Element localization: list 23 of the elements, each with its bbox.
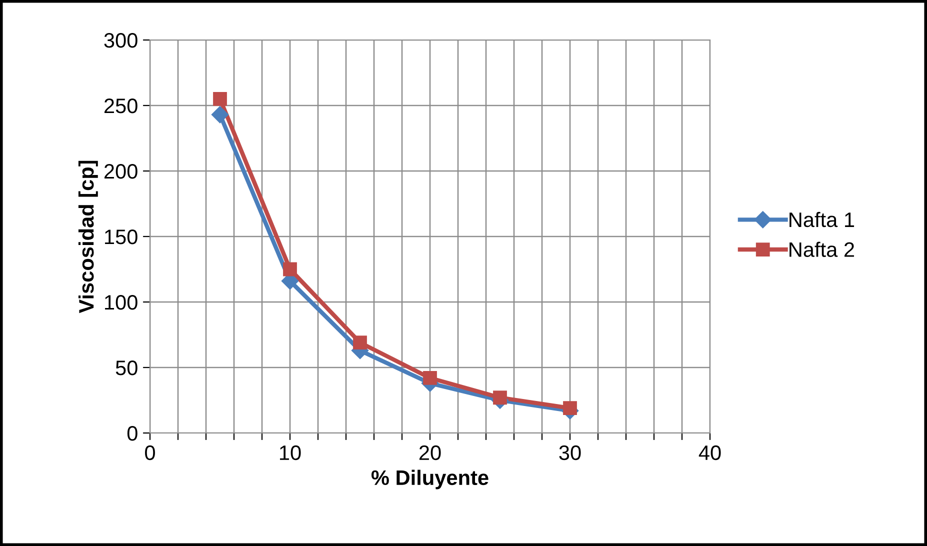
x-tick-label: 10	[280, 445, 301, 460]
legend-label: Nafta 2	[790, 242, 854, 258]
y-tick-label: 250	[104, 98, 138, 114]
y-tick-label: 50	[116, 360, 138, 376]
point	[493, 390, 507, 405]
y-axis-title: Viscosidad [cp]	[78, 160, 98, 314]
point	[353, 336, 367, 350]
x-tick-label: 20	[419, 445, 441, 460]
x-tick-label: 40	[698, 445, 721, 460]
point	[283, 262, 297, 276]
x-axis-title: % Diluyente	[371, 470, 488, 490]
point	[211, 106, 229, 124]
y-tick-label: 0	[127, 426, 138, 441]
y-tick-label: 300	[104, 33, 138, 48]
y-tick-label: 100	[105, 295, 138, 310]
y-tick-label: 200	[104, 164, 138, 179]
x-tick-label: 0	[145, 445, 155, 460]
legend-label: Nafta 1	[790, 212, 854, 228]
point	[423, 371, 437, 385]
y-tick-label: 150	[105, 230, 138, 244]
point	[563, 401, 577, 416]
x-tick-label: 30	[559, 445, 581, 460]
point	[213, 92, 227, 106]
